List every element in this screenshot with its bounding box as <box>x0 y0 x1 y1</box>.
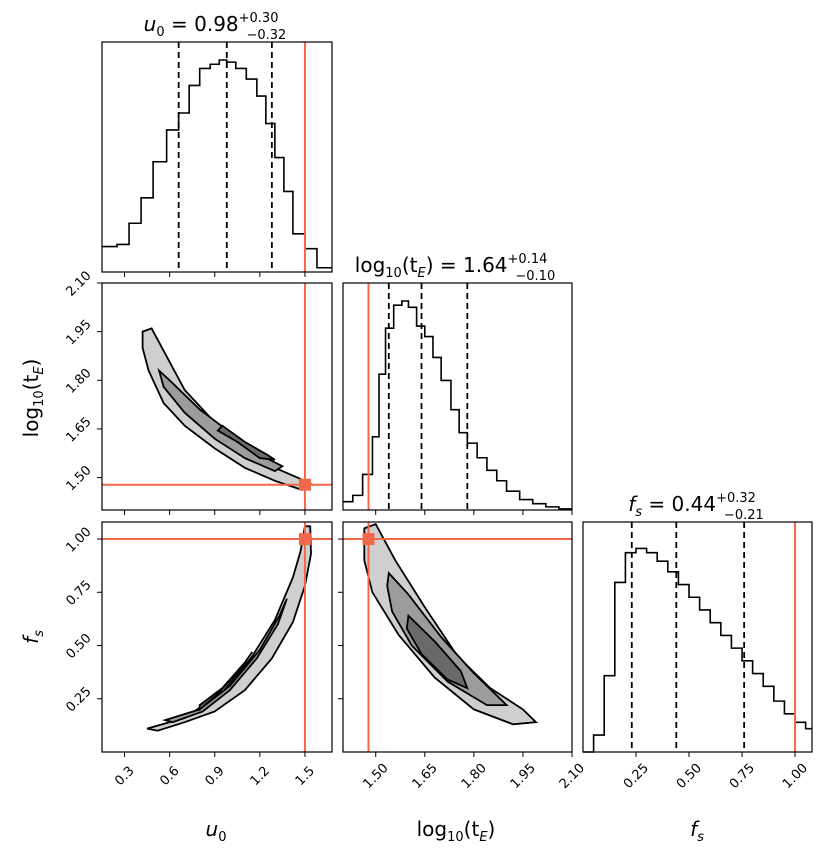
panel-logtE-vs-u0 <box>101 282 333 511</box>
panel-fs-vs-logtE <box>342 521 573 753</box>
xlabel-u0: u0 <box>206 817 227 845</box>
contour-fs_vs_logtE-level2 <box>386 571 509 706</box>
title-u0: u0 = 0.98+0.30 −0.32 <box>144 11 287 43</box>
ytick-label-fs-2: 0.75 <box>64 578 95 609</box>
contour-logtE_vs_u0-level1 <box>141 327 313 491</box>
truth-point-fs_vs_u0 <box>298 533 311 546</box>
ytick-label-logtE-4: 2.10 <box>64 269 95 300</box>
xtick-label-fs-2: 0.75 <box>727 761 758 792</box>
ylabel-logtE: log10(tE) <box>19 359 47 438</box>
xtick-label-logtE-4: 2.10 <box>557 761 588 792</box>
ytick-label-fs-0: 0.25 <box>64 684 95 715</box>
panel-fs-vs-u0 <box>101 521 333 753</box>
ytick-label-fs-3: 1.00 <box>64 525 95 556</box>
contour-logtE_vs_u0-level2 <box>157 367 285 473</box>
xtick-label-fs-0: 0.25 <box>621 761 652 792</box>
contour-fs_vs_logtE-level1 <box>363 522 539 726</box>
histogram-logtE <box>343 300 572 510</box>
xtick-label-u0-4: 1.5 <box>293 764 318 789</box>
contour-fs_vs_logtE-level3 <box>405 613 469 690</box>
panel-hist-fs <box>582 521 813 753</box>
xtick-label-logtE-2: 1.80 <box>459 761 490 792</box>
ytick-label-logtE-0: 1.50 <box>64 463 95 494</box>
ytick-label-logtE-1: 1.65 <box>64 414 95 445</box>
xtick-label-logtE-0: 1.50 <box>361 761 392 792</box>
xtick-label-u0-2: 0.9 <box>202 764 227 789</box>
ytick-label-logtE-2: 1.80 <box>64 366 95 397</box>
xtick-label-fs-3: 1.00 <box>780 761 811 792</box>
truth-point-logtE_vs_u0 <box>298 478 311 491</box>
histogram-fs <box>583 547 812 753</box>
xtick-label-logtE-1: 1.65 <box>410 761 441 792</box>
contour-logtE_vs_u0-level3 <box>216 424 276 461</box>
title-fs: fs = 0.44+0.32 −0.21 <box>628 491 764 523</box>
xlabel-logtE: log10(tE) <box>417 817 496 845</box>
xtick-label-u0-1: 0.6 <box>157 764 182 789</box>
contour-fs_vs_u0-level1 <box>146 525 312 732</box>
truth-point-fs_vs_logtE <box>362 533 375 546</box>
xtick-label-u0-3: 1.2 <box>248 764 273 789</box>
title-logtE: log10(tE) = 1.64+0.14 −0.10 <box>355 252 555 284</box>
contour-fs_vs_u0-level3 <box>198 651 254 712</box>
panel-hist-u0 <box>101 41 333 273</box>
xtick-label-fs-1: 0.50 <box>674 761 705 792</box>
ylabel-fs: fs <box>19 630 47 644</box>
histogram-u0 <box>102 59 332 269</box>
panel-layer: 0.3 0.6 0.9 1.2 1.5 1.50 1.65 1.80 1.95 2.10 0.25 0… <box>64 41 813 792</box>
xlabel-fs: fs <box>690 817 704 845</box>
xtick-label-logtE-3: 1.95 <box>508 761 539 792</box>
ytick-label-fs-1: 0.50 <box>64 631 95 662</box>
xtick-label-u0-0: 0.3 <box>112 764 137 789</box>
contour-fs_vs_u0-level2 <box>161 598 288 724</box>
ytick-label-logtE-3: 1.95 <box>64 317 95 348</box>
panel-hist-logtE <box>342 282 573 511</box>
